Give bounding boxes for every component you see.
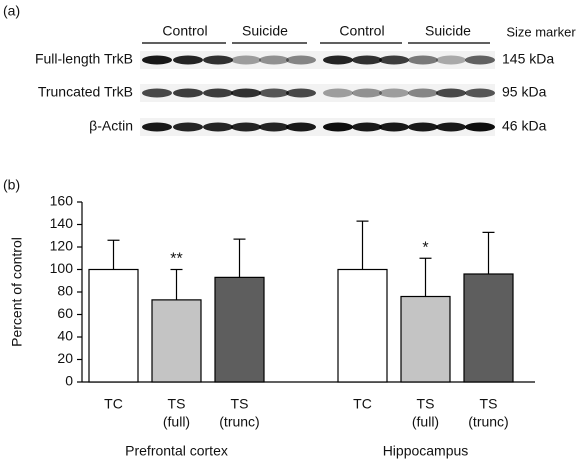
blot-band	[203, 122, 233, 132]
bar	[337, 268, 388, 383]
y-tick-label: 140	[50, 215, 74, 231]
bar	[400, 295, 451, 383]
blot-band	[231, 88, 261, 98]
lane-group-label: Control	[162, 23, 207, 39]
blot-band	[142, 55, 172, 65]
blot-band	[286, 88, 316, 98]
bar	[88, 268, 139, 383]
blot-band	[286, 55, 316, 65]
blot-background	[140, 84, 495, 102]
blot-band	[286, 122, 316, 132]
blot-band	[379, 122, 409, 132]
x-tick-label: (trunc)	[219, 414, 259, 430]
y-tick-label: 60	[57, 305, 73, 321]
group-label: Hippocampus	[383, 443, 469, 459]
blot-band	[465, 122, 495, 132]
blot-band	[408, 88, 438, 98]
bar	[151, 299, 202, 383]
y-tick-label: 20	[57, 350, 73, 366]
blot-band	[408, 122, 438, 132]
blot-band	[323, 122, 353, 132]
blot-band	[379, 55, 409, 65]
blot-band	[436, 122, 466, 132]
panel-label: (b)	[3, 177, 20, 193]
y-tick-label: 160	[50, 193, 74, 209]
blot-band	[231, 122, 261, 132]
x-tick-label: TS	[480, 396, 498, 412]
x-tick-label: TS	[417, 396, 435, 412]
significance-label: **	[170, 251, 182, 268]
blot-band	[173, 122, 203, 132]
blot-band	[352, 88, 382, 98]
blot-band	[142, 122, 172, 132]
blot-band	[465, 55, 495, 65]
blot-band	[173, 88, 203, 98]
blot-row-label: β-Actin	[89, 118, 133, 134]
blot-band	[379, 88, 409, 98]
blot-band	[323, 88, 353, 98]
blot-band	[203, 55, 233, 65]
blot-band	[352, 55, 382, 65]
x-tick-label: TC	[353, 396, 372, 412]
x-tick-label: (full)	[163, 414, 190, 430]
blot-band	[259, 55, 289, 65]
blot-row-label: Truncated TrkB	[38, 84, 133, 100]
bar	[214, 276, 265, 383]
blot-band	[436, 88, 466, 98]
blot-band	[259, 122, 289, 132]
blot-size-label: 95 kDa	[502, 84, 547, 100]
blot-row-label: Full-length TrkB	[35, 51, 133, 67]
marker-header: Size marker	[506, 24, 576, 39]
x-tick-label: (full)	[412, 414, 439, 430]
blot-band	[436, 55, 466, 65]
y-tick-label: 40	[57, 328, 73, 344]
lane-group-label: Suicide	[425, 23, 471, 39]
significance-label: *	[422, 239, 428, 256]
lane-group-label: Suicide	[242, 23, 288, 39]
blot-band	[352, 122, 382, 132]
blot-size-label: 46 kDa	[502, 118, 547, 134]
y-tick-label: 80	[57, 283, 73, 299]
blot-band	[465, 88, 495, 98]
blot-size-label: 145 kDa	[502, 51, 554, 67]
group-label: Prefrontal cortex	[125, 443, 228, 459]
x-tick-label: TC	[104, 396, 123, 412]
panel-label: (a)	[3, 3, 20, 19]
y-axis-label: Percent of control	[9, 237, 25, 347]
x-tick-label: TS	[231, 396, 249, 412]
blot-background	[140, 118, 495, 136]
y-tick-label: 0	[65, 373, 73, 389]
blot-band	[231, 55, 261, 65]
blot-band	[408, 55, 438, 65]
x-tick-label: TS	[168, 396, 186, 412]
blot-band	[142, 88, 172, 98]
blot-background	[140, 51, 495, 69]
lane-group-label: Control	[339, 23, 384, 39]
x-tick-label: (trunc)	[468, 414, 508, 430]
blot-band	[173, 55, 203, 65]
blot-band	[323, 55, 353, 65]
blot-band	[259, 88, 289, 98]
y-tick-label: 120	[50, 238, 74, 254]
blot-band	[203, 88, 233, 98]
bar	[463, 273, 514, 383]
y-tick-label: 100	[50, 260, 74, 276]
